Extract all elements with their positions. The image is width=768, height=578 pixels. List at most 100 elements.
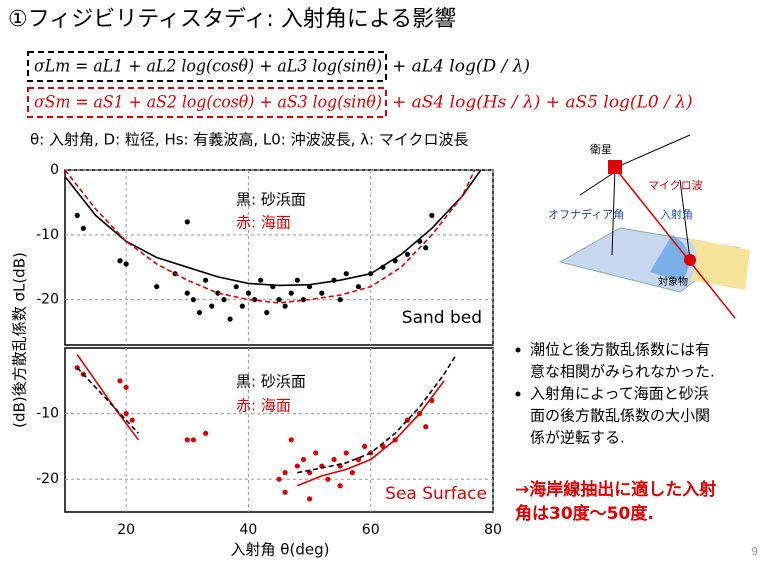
data-point	[117, 258, 123, 264]
annotation: Sea Surface	[385, 484, 487, 504]
plot-area	[64, 347, 494, 513]
data-point	[190, 297, 196, 303]
plot-marks	[65, 170, 482, 322]
diagram-label: 対象物	[658, 275, 688, 288]
data-point	[337, 297, 343, 303]
data-point	[233, 284, 239, 290]
normal	[679, 179, 691, 261]
data-point	[337, 483, 343, 489]
data-point	[282, 470, 288, 476]
data-point	[239, 303, 245, 309]
eq-box-2	[27, 87, 387, 118]
data-point	[184, 290, 190, 296]
satellite-icon	[608, 160, 622, 174]
target-point	[684, 254, 696, 266]
data-point	[319, 290, 325, 296]
x-tick-label: 60	[362, 522, 380, 538]
equation: + aS4 log(Hs / λ) + aS5 log(L0 / λ)	[392, 93, 693, 113]
bullet-text: 入射角によって海面と砂浜	[530, 385, 709, 403]
plot-area	[64, 169, 494, 346]
data-point	[190, 437, 196, 443]
bullet-text: 意な相関がみられなかった.	[530, 363, 715, 381]
data-point	[276, 297, 282, 303]
y-axis-label: (dB)後方散乱係数 σL(dB)	[11, 252, 29, 428]
annotation: 黒: 砂浜面	[236, 373, 306, 391]
data-point	[300, 297, 307, 303]
data-point	[117, 378, 123, 384]
data-point	[313, 450, 319, 456]
data-point	[203, 430, 209, 436]
bullet-text: 潮位と後方散乱係数には有	[530, 341, 710, 359]
data-point	[325, 476, 331, 482]
data-point	[306, 496, 313, 502]
conclusion: →海岸線抽出に適した入射	[515, 479, 716, 500]
data-point	[282, 303, 288, 309]
bullet-text: 面の後方散乱係数の大小関	[530, 407, 710, 425]
data-point	[184, 219, 190, 225]
diagram-label: 入射角	[660, 207, 693, 221]
data-point	[227, 316, 233, 322]
nadir	[611, 167, 616, 256]
data-point	[80, 225, 86, 231]
x-tick-label: 40	[240, 522, 258, 538]
annotation: Sand bed	[402, 308, 482, 328]
fit-curve	[76, 354, 445, 487]
fit-curve	[76, 354, 457, 474]
data-point	[203, 277, 209, 283]
data-point	[423, 245, 429, 251]
data-point	[300, 456, 307, 463]
data-point	[404, 251, 410, 257]
data-point	[294, 277, 300, 283]
annotation: 赤: 海面	[236, 214, 291, 232]
annotation: 赤: 海面	[236, 397, 291, 415]
data-point	[429, 212, 435, 218]
x-tick-label: 20	[117, 522, 135, 538]
data-point	[74, 212, 80, 218]
data-point	[196, 309, 203, 316]
data-point	[362, 443, 368, 449]
equation: σLm = aL1 + aL2 log(cosθ) + aL3 log(sinθ…	[34, 57, 382, 77]
y-tick-label: -10	[36, 227, 59, 243]
orbit	[609, 134, 691, 171]
data-point	[123, 384, 129, 390]
data-point	[276, 476, 282, 482]
diagram-label: 衛星	[590, 143, 612, 156]
orbit	[579, 171, 616, 196]
data-point	[154, 284, 160, 290]
data-point	[343, 271, 349, 277]
data-point	[129, 417, 135, 423]
fit-curve	[65, 170, 476, 304]
y-tick-label: 0	[50, 162, 59, 178]
diagram: 衛星 マイクロ波 オフナディア角 入射角 対象物	[548, 134, 750, 319]
data-point	[343, 450, 349, 456]
data-point	[123, 261, 129, 267]
data-point	[209, 303, 215, 309]
beam	[614, 167, 736, 319]
data-point	[221, 297, 227, 303]
y-tick-label: -20	[36, 471, 59, 487]
sand	[688, 238, 750, 290]
y-tick-label: -10	[36, 406, 59, 422]
data-point	[215, 290, 221, 296]
bullet-dot	[515, 391, 521, 397]
bullet-dot	[515, 347, 521, 353]
data-point	[123, 411, 129, 417]
conclusion: 角は30度～50度.	[515, 503, 654, 524]
bullet-text: 係が逆転する.	[530, 429, 625, 447]
plot-marks	[74, 354, 457, 502]
data-point	[355, 284, 362, 290]
data-point	[251, 297, 258, 303]
page-number: 9	[751, 545, 758, 558]
data-point	[258, 277, 264, 283]
eq-box-1	[27, 51, 387, 82]
data-point	[184, 437, 190, 443]
x-axis-label: 入射角 θ(deg)	[231, 541, 330, 559]
y-tick-label: -20	[36, 292, 59, 308]
x-tick-label: 80	[484, 522, 502, 538]
data-point	[349, 470, 355, 476]
data-point	[245, 290, 252, 296]
data-point	[331, 456, 337, 463]
